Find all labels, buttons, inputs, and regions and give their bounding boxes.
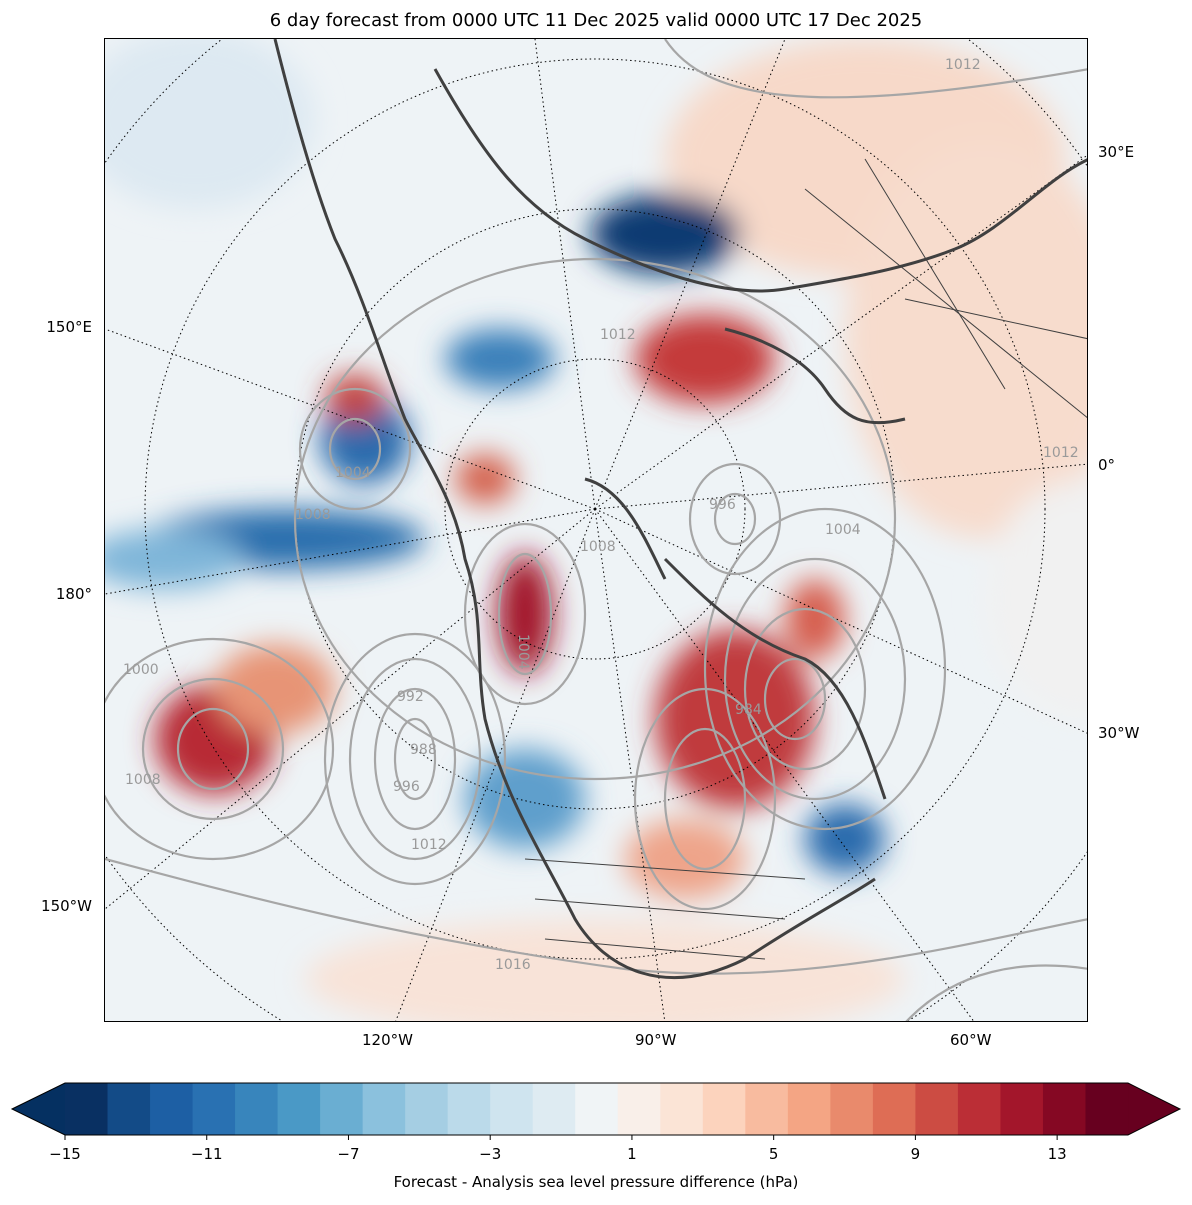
colorbar-tick-label: 1	[627, 1145, 637, 1160]
colorbar-tick-label: −3	[479, 1145, 501, 1160]
isobar-label: 1012	[1043, 445, 1079, 461]
colorbar-swatch	[830, 1083, 874, 1135]
colorbar-swatch	[617, 1083, 661, 1135]
map-canvas: 1012 1012 1012 1008 1008 1008 1004 1004 …	[105, 39, 1087, 1021]
isobar-label: 1004	[515, 634, 531, 670]
colorbar-swatch	[872, 1083, 916, 1135]
colorbar-swatch	[915, 1083, 959, 1135]
isobars	[105, 39, 1087, 1021]
lon-label-0: 0°	[1098, 456, 1116, 474]
colorbar-swatch	[532, 1083, 576, 1135]
isobar-label: 996	[709, 497, 736, 513]
isobar-label: 988	[410, 742, 437, 758]
isobar-label: 1012	[600, 327, 636, 343]
colorbar-tick-label: −15	[49, 1145, 81, 1160]
isobar-label: 1008	[295, 507, 331, 523]
isobar-label: 984	[735, 702, 762, 718]
lon-label-150E: 150°E	[46, 318, 92, 336]
colorbar-tick-label: 13	[1048, 1145, 1067, 1160]
isobar-label: 1004	[335, 465, 371, 481]
colorbar-tick-label: 5	[769, 1145, 779, 1160]
colorbar-swatch	[107, 1083, 151, 1135]
colorbar-swatch	[660, 1083, 704, 1135]
lon-label-30E: 30°E	[1098, 143, 1135, 161]
isobar-label: 992	[397, 689, 424, 705]
colorbar-swatch	[490, 1083, 534, 1135]
isobar-label: 1008	[580, 539, 616, 555]
borders	[524, 158, 1087, 960]
isobar-label: 1012	[945, 57, 981, 73]
colorbar-extend-low	[12, 1083, 65, 1135]
colorbar-extend-high	[1128, 1083, 1180, 1135]
colorbar-swatch	[277, 1083, 321, 1135]
colorbar-swatch	[192, 1083, 236, 1135]
isobar-label: 1012	[411, 837, 447, 853]
lon-label-90W: 90°W	[635, 1031, 677, 1049]
map-title: 6 day forecast from 0000 UTC 11 Dec 2025…	[269, 10, 923, 31]
colorbar-swatch	[320, 1083, 364, 1135]
isobar-label: 1008	[125, 772, 161, 788]
colorbar-swatch	[702, 1083, 746, 1135]
coastlines	[273, 39, 1087, 980]
colorbar-swatch	[447, 1083, 491, 1135]
colorbar-swatch	[362, 1083, 406, 1135]
colorbar-swatch	[575, 1083, 619, 1135]
map-panel[interactable]: 1012 1012 1012 1008 1008 1008 1004 1004 …	[104, 38, 1088, 1022]
isobar-label: 996	[393, 779, 420, 795]
lon-label-60W: 60°W	[950, 1031, 992, 1049]
colorbar-tick-label: 9	[911, 1145, 921, 1160]
isobar-labels: 1012 1012 1012 1008 1008 1008 1004 1004 …	[123, 57, 1079, 973]
lon-label-30W: 30°W	[1098, 724, 1140, 742]
isobar-label: 1000	[123, 662, 159, 678]
isobar-label: 1004	[825, 522, 861, 538]
colorbar-swatch	[65, 1083, 109, 1135]
colorbar: −15 −11 −7 −3 1 5 9 13	[10, 1082, 1182, 1160]
colorbar-tick-label: −7	[337, 1145, 359, 1160]
lon-label-180: 180°	[55, 585, 92, 603]
colorbar-swatch	[1042, 1083, 1087, 1135]
colorbar-swatch	[235, 1083, 279, 1135]
colorbar-tick-label: −11	[191, 1145, 223, 1160]
colorbar-swatch	[787, 1083, 831, 1135]
colorbar-swatch	[1000, 1083, 1044, 1135]
isobar-label: 1016	[495, 957, 531, 973]
colorbar-swatch	[745, 1083, 789, 1135]
lon-label-120W: 120°W	[362, 1031, 413, 1049]
colorbar-swatch	[150, 1083, 194, 1135]
colorbar-swatch	[957, 1083, 1002, 1135]
colorbar-swatch	[405, 1083, 449, 1135]
lon-label-150W: 150°W	[41, 897, 92, 915]
colorbar-swatch	[1085, 1083, 1129, 1135]
colorbar-label: Forecast - Analysis sea level pressure d…	[393, 1173, 799, 1191]
